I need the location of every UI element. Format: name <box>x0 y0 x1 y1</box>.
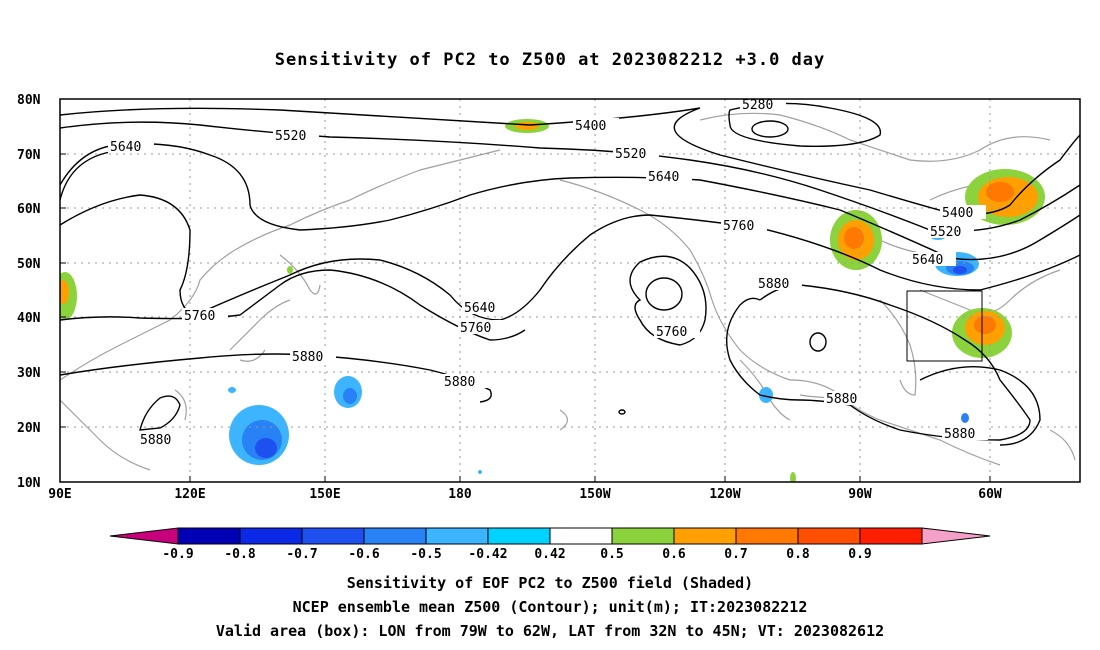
colorbar-label: -0.9 <box>162 547 193 562</box>
caption-line-2: NCEP ensemble mean Z500 (Contour); unit(… <box>292 598 808 616</box>
longitude-labels: 90E 120E 150E 180 150W 120W 90W 60W <box>48 487 1002 502</box>
contour-label-5640: 5640 <box>464 301 495 316</box>
contour-label-5880: 5880 <box>758 277 789 292</box>
colorbar <box>109 527 991 545</box>
colorbar-label: 0.8 <box>786 547 810 562</box>
lon-label: 90W <box>848 487 872 502</box>
lon-label: 120W <box>709 487 740 502</box>
colorbar-cell <box>859 527 923 545</box>
colorbar-label: 0.42 <box>534 547 565 562</box>
lon-label: 60W <box>978 487 1002 502</box>
colorbar-cell <box>363 527 427 545</box>
latitude-labels: 80N 70N 60N 50N 40N 30N 20N 10N <box>17 93 41 491</box>
colorbar-cell <box>487 527 551 545</box>
colorbar-label: -0.42 <box>468 547 507 562</box>
colorbar-label: 0.6 <box>662 547 686 562</box>
contour-5520 <box>60 121 1080 232</box>
tick-marks <box>60 98 991 482</box>
colorbar-left-triangle <box>109 527 179 545</box>
contour-label-5520: 5520 <box>275 129 306 144</box>
contour-5640 <box>60 151 1080 261</box>
colorbar-cell <box>549 527 613 545</box>
colorbar-label: 0.7 <box>724 547 747 562</box>
caption-line-1: Sensitivity of EOF PC2 to Z500 field (Sh… <box>346 574 754 592</box>
contour-5880-north <box>60 269 526 341</box>
contour-5280-closed <box>728 102 882 147</box>
colorbar-cell <box>611 527 675 545</box>
contour-label-5880: 5880 <box>444 375 475 390</box>
lon-label: 90E <box>48 487 71 502</box>
contour-label-group: 5280 5400 5400 5520 5520 5520 5640 5640 … <box>108 98 988 448</box>
contour-label-5760: 5760 <box>184 309 215 324</box>
lon-label: 180 <box>448 487 472 502</box>
colorbar-cell <box>301 527 365 545</box>
colorbar-right-triangle <box>921 527 991 545</box>
lat-label: 50N <box>17 257 41 272</box>
colorbar-cell <box>735 527 799 545</box>
lon-label: 150E <box>309 487 340 502</box>
colorbar-label: -0.7 <box>286 547 317 562</box>
contour-label-5520: 5520 <box>930 225 961 240</box>
z500-contours <box>60 102 1080 446</box>
contour-label-5760: 5760 <box>723 219 754 234</box>
colorbar-label: -0.6 <box>348 547 379 562</box>
lat-label: 60N <box>17 202 41 217</box>
map-frame <box>59 98 1081 483</box>
contour-5760-lobe <box>629 255 707 346</box>
caption-line-3: Valid area (box): LON from 79W to 62W, L… <box>215 622 885 640</box>
coastlines <box>60 112 1076 471</box>
contour-5880-speck <box>618 409 626 415</box>
lat-label: 30N <box>17 366 41 381</box>
lat-label: 40N <box>17 311 41 326</box>
map-title: Sensitivity of PC2 to Z500 at 2023082212… <box>274 50 826 70</box>
map-plot-area: 5280 5400 5400 5520 5520 5520 5640 5640 … <box>60 98 1080 482</box>
colorbar-label: -0.5 <box>410 547 441 562</box>
lat-label: 70N <box>17 148 41 163</box>
lat-label: 80N <box>17 93 41 108</box>
contour-label-5400: 5400 <box>575 119 606 134</box>
valid-area-box <box>906 290 983 362</box>
gridlines <box>60 99 1080 482</box>
contour-5640-west <box>60 143 391 231</box>
contour-5880-atlantic <box>809 332 827 352</box>
contour-label-5520: 5520 <box>615 147 646 162</box>
contour-5280-inner <box>751 120 789 138</box>
colorbar-label: 0.9 <box>848 547 871 562</box>
contour-5880-atlantic-south <box>919 366 1041 446</box>
lon-label: 120E <box>174 487 205 502</box>
contour-5880-south <box>139 395 181 431</box>
contour-label-5880: 5880 <box>140 433 171 448</box>
contour-label-5640: 5640 <box>912 253 943 268</box>
contour-5760 <box>60 194 1080 321</box>
colorbar-cell <box>673 527 737 545</box>
contour-label-5880: 5880 <box>826 392 857 407</box>
colorbar-cell <box>425 527 489 545</box>
contour-label-5640: 5640 <box>110 140 141 155</box>
contour-label-5400: 5400 <box>942 206 973 221</box>
contour-label-5280: 5280 <box>742 98 773 113</box>
contour-5880-small-high <box>645 277 683 311</box>
colorbar-label: 0.5 <box>600 547 623 562</box>
colorbar-labels: -0.9 -0.8 -0.7 -0.6 -0.5 -0.42 0.42 0.5 0.6 0.7 0.… <box>162 547 871 562</box>
colorbar-cell <box>177 527 241 545</box>
contour-label-5760: 5760 <box>656 325 687 340</box>
lon-label: 150W <box>579 487 610 502</box>
contour-5400 <box>60 107 1080 216</box>
contour-label-5640: 5640 <box>648 170 679 185</box>
colorbar-label: -0.8 <box>224 547 255 562</box>
colorbar-cell <box>239 527 303 545</box>
lat-label: 10N <box>17 476 41 491</box>
contour-label-5760: 5760 <box>460 321 491 336</box>
colorbar-cell <box>797 527 861 545</box>
contour-label-5880: 5880 <box>944 427 975 442</box>
lat-label: 20N <box>17 421 41 436</box>
contour-label-5880: 5880 <box>292 350 323 365</box>
